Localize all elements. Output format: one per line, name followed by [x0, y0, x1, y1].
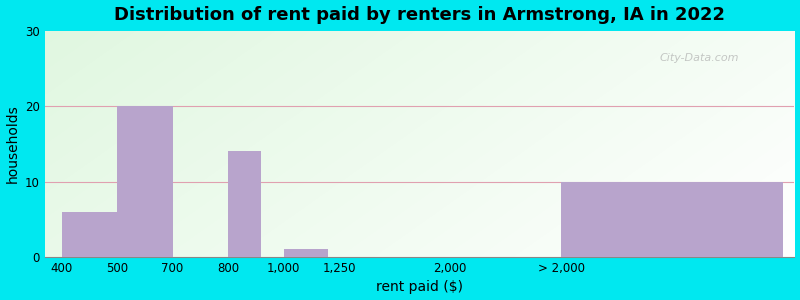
Bar — [562, 182, 783, 257]
Bar — [117, 106, 173, 257]
Y-axis label: households: households — [6, 104, 19, 183]
Bar — [284, 250, 328, 257]
Bar — [62, 212, 117, 257]
Text: City-Data.com: City-Data.com — [659, 53, 739, 63]
Bar — [228, 152, 262, 257]
Title: Distribution of rent paid by renters in Armstrong, IA in 2022: Distribution of rent paid by renters in … — [114, 6, 725, 24]
X-axis label: rent paid ($): rent paid ($) — [376, 280, 463, 294]
